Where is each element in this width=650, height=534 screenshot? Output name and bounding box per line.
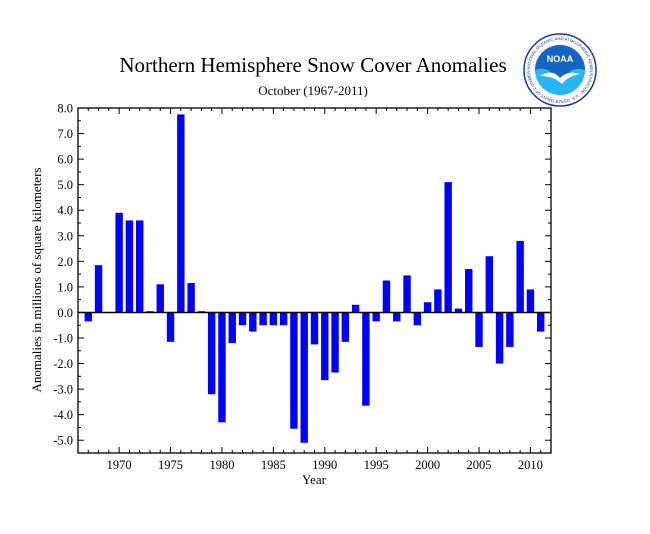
bar-1981 [228, 312, 236, 344]
y-tick-label: 2.0 [57, 255, 73, 269]
bar-1971 [125, 220, 134, 313]
plot-frame [77, 107, 552, 454]
y-tick-label: 1.0 [57, 280, 73, 294]
logo-bird [540, 72, 580, 84]
y-tick-label: 7.0 [57, 127, 73, 141]
bar-1976 [177, 114, 185, 313]
y-tick-label: 0.0 [57, 306, 73, 320]
bar-1988 [300, 312, 308, 443]
x-tick-label: 2010 [518, 458, 543, 472]
y-tick-label: 8.0 [57, 102, 73, 116]
bar-1991 [331, 312, 339, 373]
y-tick-label: -1.0 [53, 332, 73, 346]
x-axis-ticks: 1970 1975 1980 1985 1990 1995 2000 2005 2010 [77, 108, 552, 472]
x-tick-label: 1970 [107, 458, 132, 472]
bar-1968 [94, 265, 103, 313]
noaa-logo: NATIONAL OCEANIC AND ATMOSPHERIC ADMINIS… [523, 33, 597, 107]
bar-1984 [259, 312, 267, 326]
bar-1994 [362, 312, 370, 406]
bar-2006 [485, 256, 493, 313]
bar-1999 [413, 312, 422, 326]
logo-text: NOAA [547, 54, 574, 64]
bar-1974 [156, 284, 164, 313]
bar-2004 [465, 269, 473, 313]
bar-1982 [238, 312, 247, 326]
bar-1997 [393, 312, 401, 322]
bar-1989 [310, 312, 319, 345]
bar-2001 [434, 289, 442, 313]
x-tick-label: 1975 [158, 458, 183, 472]
y-tick-label: 6.0 [57, 153, 73, 167]
bar-1977 [187, 283, 195, 313]
x-tick-label: 1980 [209, 458, 234, 472]
y-tick-label: 5.0 [57, 178, 73, 192]
bar-1998 [403, 275, 411, 313]
bar-1975 [166, 312, 175, 342]
y-axis-ticks: -5.0 -4.0 -3.0 -2.0 -1.0 0.0 1.0 2.0 3.0 4.0 5.0 6.… [53, 102, 551, 454]
bar-2009 [516, 240, 524, 313]
y-tick-label: 3.0 [57, 229, 73, 243]
bar-1979 [207, 312, 216, 395]
x-tick-label: 1990 [312, 458, 337, 472]
bars [84, 114, 545, 443]
bar-1987 [290, 312, 298, 429]
bar-2007 [495, 312, 504, 364]
x-tick-label: 1985 [261, 458, 286, 472]
bar-1972 [135, 220, 144, 313]
x-tick-label: 2005 [467, 458, 492, 472]
bar-1980 [218, 312, 226, 423]
bar-1967 [84, 312, 92, 322]
bar-2010 [526, 289, 535, 313]
chart-subtitle: October (1967-2011) [258, 83, 368, 98]
y-tick-label: -5.0 [53, 434, 73, 448]
x-axis-label: Year [302, 472, 327, 487]
y-axis-label: Anomalies in millions of square kilomete… [29, 168, 44, 393]
x-tick-label: 1995 [364, 458, 389, 472]
bar-1970 [115, 212, 123, 313]
logo-sky [535, 45, 585, 80]
chart-title: Northern Hemisphere Snow Cover Anomalies [119, 53, 506, 77]
bar-1985 [269, 312, 278, 326]
y-tick-label: -3.0 [53, 383, 73, 397]
bar-2008 [506, 312, 514, 347]
bar-1983 [249, 312, 257, 332]
bar-1995 [372, 312, 380, 322]
bar-2003 [454, 308, 463, 313]
y-tick-label: -2.0 [53, 357, 73, 371]
y-tick-label: 4.0 [57, 204, 73, 218]
bar-2000 [423, 302, 432, 313]
x-tick-label: 2000 [415, 458, 440, 472]
bar-1992 [341, 312, 350, 342]
bar-2005 [475, 312, 483, 347]
bar-1996 [382, 280, 391, 313]
y-tick-label: -4.0 [53, 408, 73, 422]
bar-2002 [444, 182, 452, 313]
bar-2011 [537, 312, 545, 332]
bar-1990 [321, 312, 329, 381]
bar-1993 [351, 304, 360, 313]
bar-1986 [279, 312, 288, 326]
